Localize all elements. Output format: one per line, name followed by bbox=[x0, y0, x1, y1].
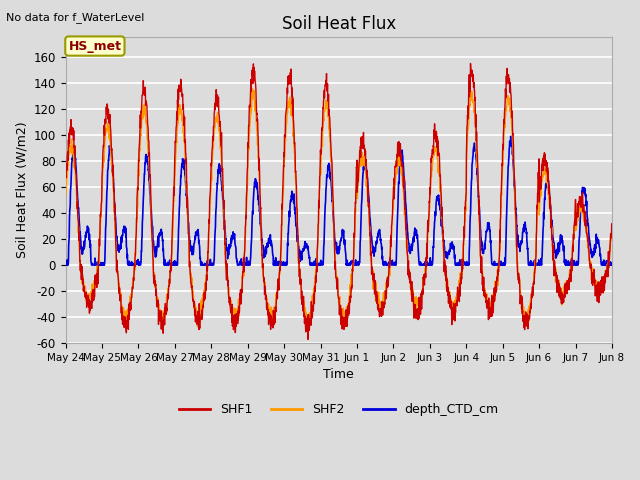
Legend: SHF1, SHF2, depth_CTD_cm: SHF1, SHF2, depth_CTD_cm bbox=[173, 398, 504, 421]
depth_CTD_cm bbox=[367, 221, 374, 227]
SHF1 bbox=[575, 198, 583, 204]
SHF2 bbox=[62, 193, 70, 199]
depth_CTD_cm bbox=[498, 262, 506, 268]
depth_CTD_cm bbox=[355, 262, 362, 268]
SHF1 bbox=[214, 98, 222, 104]
X-axis label: Time: Time bbox=[323, 368, 354, 381]
SHF2 bbox=[498, 182, 506, 188]
SHF2 bbox=[214, 120, 222, 126]
depth_CTD_cm bbox=[560, 250, 568, 256]
SHF1 bbox=[62, 173, 70, 179]
Text: No data for f_WaterLevel: No data for f_WaterLevel bbox=[6, 12, 145, 23]
SHF2 bbox=[608, 227, 616, 232]
SHF2 bbox=[305, 326, 313, 332]
Text: HS_met: HS_met bbox=[68, 39, 122, 53]
SHF1 bbox=[467, 60, 474, 66]
SHF1 bbox=[608, 224, 616, 229]
SHF2 bbox=[575, 214, 583, 220]
depth_CTD_cm bbox=[575, 235, 583, 240]
Title: Soil Heat Flux: Soil Heat Flux bbox=[282, 15, 396, 33]
depth_CTD_cm bbox=[608, 262, 616, 268]
SHF1 bbox=[304, 336, 312, 342]
depth_CTD_cm bbox=[63, 262, 70, 268]
SHF1 bbox=[498, 170, 506, 176]
depth_CTD_cm bbox=[214, 167, 222, 172]
SHF2 bbox=[355, 173, 363, 179]
Line: depth_CTD_cm: depth_CTD_cm bbox=[66, 136, 612, 265]
Line: SHF1: SHF1 bbox=[66, 63, 612, 339]
depth_CTD_cm bbox=[62, 262, 70, 268]
SHF2 bbox=[367, 254, 374, 260]
depth_CTD_cm bbox=[507, 133, 515, 139]
Line: SHF2: SHF2 bbox=[66, 89, 612, 329]
SHF2 bbox=[560, 286, 568, 291]
SHF2 bbox=[248, 86, 256, 92]
Y-axis label: Soil Heat Flux (W/m2): Soil Heat Flux (W/m2) bbox=[15, 122, 28, 259]
SHF1 bbox=[355, 165, 362, 171]
SHF1 bbox=[367, 252, 374, 258]
SHF1 bbox=[560, 294, 568, 300]
